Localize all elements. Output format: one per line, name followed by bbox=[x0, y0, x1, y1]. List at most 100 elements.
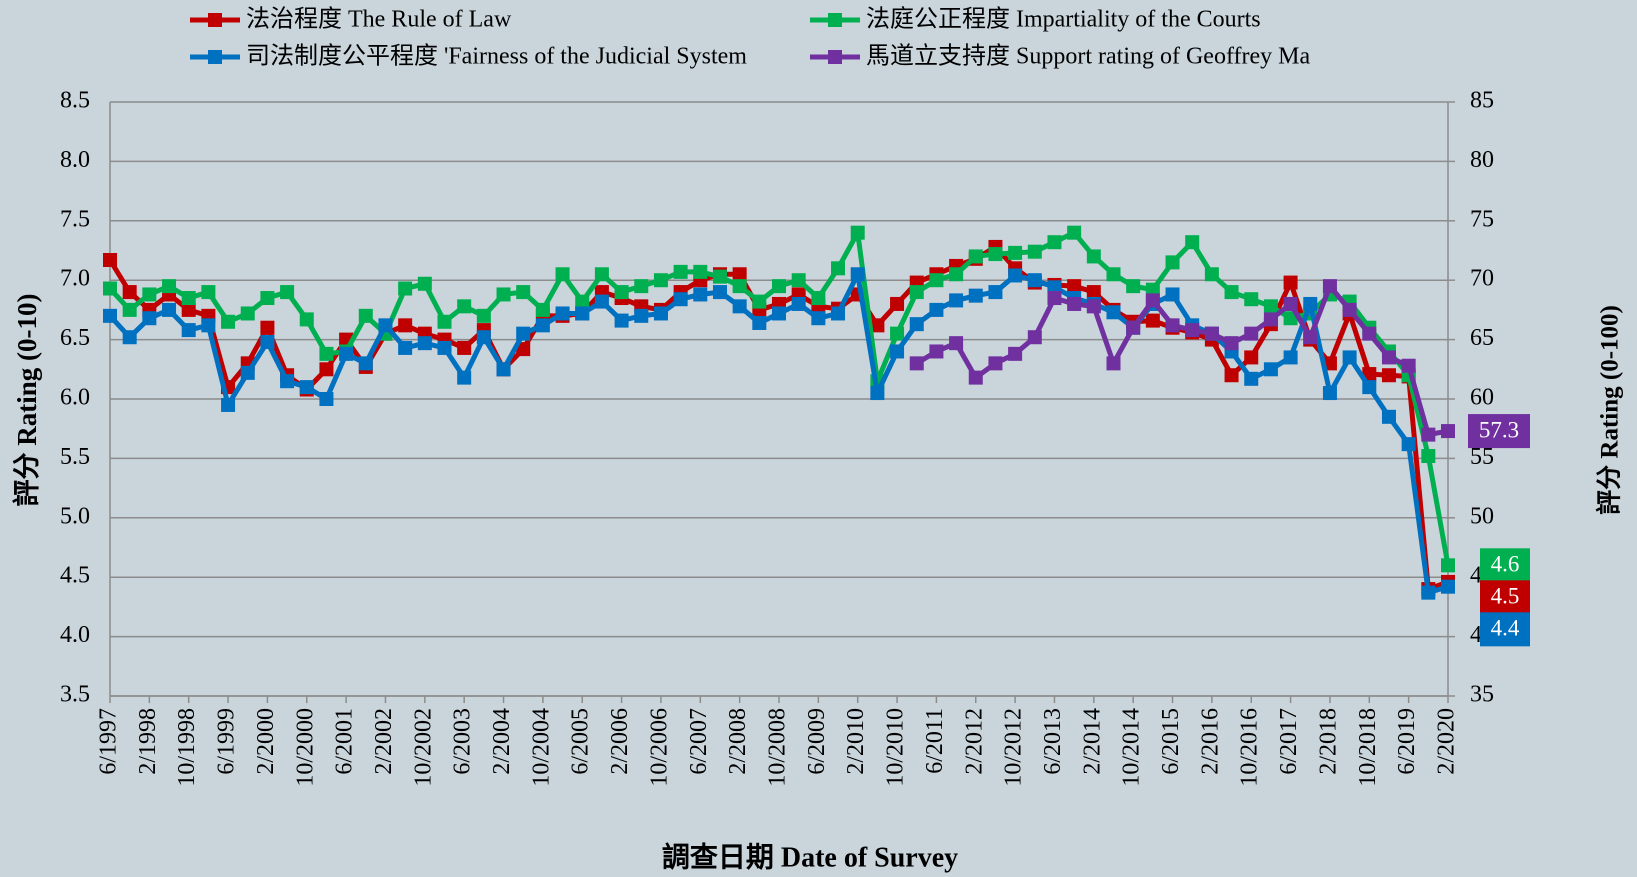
data-point bbox=[850, 267, 865, 282]
data-point bbox=[1263, 362, 1278, 377]
x-tick-label: 6/2001 bbox=[332, 708, 358, 775]
data-point bbox=[457, 340, 472, 355]
x-tick-label: 10/2014 bbox=[1119, 708, 1145, 787]
y-tick-label: 3.5 bbox=[60, 682, 90, 708]
legend-label: 馬道立支持度 Support rating of Geoffrey Ma bbox=[866, 43, 1310, 70]
data-point bbox=[181, 323, 196, 338]
data-point bbox=[496, 287, 511, 302]
data-point bbox=[909, 356, 924, 371]
data-point bbox=[103, 281, 117, 296]
data-point bbox=[1362, 380, 1377, 395]
y2-tick-label: 60 bbox=[1470, 385, 1494, 411]
x-tick-label: 10/2018 bbox=[1355, 708, 1381, 787]
data-point bbox=[1381, 368, 1396, 383]
data-point bbox=[1244, 326, 1259, 341]
data-point bbox=[594, 267, 609, 282]
data-point bbox=[1322, 279, 1337, 294]
data-point bbox=[122, 302, 137, 317]
data-point bbox=[712, 285, 727, 300]
x-tick-label: 6/2005 bbox=[568, 708, 594, 775]
x-tick-label: 6/2013 bbox=[1040, 708, 1066, 775]
data-point bbox=[653, 306, 668, 321]
data-point bbox=[142, 311, 157, 326]
data-point bbox=[732, 267, 747, 282]
data-point bbox=[1027, 330, 1042, 345]
data-point bbox=[732, 279, 747, 294]
data-point bbox=[1362, 326, 1377, 341]
end-label: 4.5 bbox=[1491, 584, 1520, 609]
x-tick-label: 10/2008 bbox=[765, 708, 791, 787]
y2-tick-label: 50 bbox=[1470, 503, 1494, 529]
data-point bbox=[1165, 255, 1180, 270]
data-point bbox=[850, 225, 865, 240]
x-tick-label: 2/2010 bbox=[843, 708, 869, 775]
y-tick-label: 4.0 bbox=[60, 622, 90, 648]
end-label: 4.6 bbox=[1491, 552, 1520, 577]
x-tick-label: 2/2006 bbox=[607, 708, 633, 775]
data-point bbox=[929, 344, 944, 359]
end-label-box bbox=[1480, 612, 1530, 647]
legend-label: 法治程度 The Rule of Law bbox=[246, 6, 512, 33]
data-point bbox=[1086, 285, 1101, 300]
data-point bbox=[555, 267, 570, 282]
x-tick-label: 10/2004 bbox=[528, 708, 554, 787]
y2-tick-label: 75 bbox=[1470, 206, 1494, 232]
data-point bbox=[1067, 296, 1082, 311]
legend-marker bbox=[208, 50, 222, 64]
data-point bbox=[1283, 275, 1298, 290]
data-point bbox=[1244, 350, 1259, 365]
data-point bbox=[614, 285, 629, 300]
data-point bbox=[1342, 350, 1357, 365]
data-point bbox=[260, 291, 275, 306]
data-point bbox=[1421, 585, 1436, 600]
data-point bbox=[162, 279, 177, 294]
data-point bbox=[1283, 350, 1298, 365]
data-point bbox=[516, 342, 531, 357]
data-point bbox=[1165, 287, 1180, 302]
data-point bbox=[1263, 312, 1278, 327]
data-point bbox=[1381, 350, 1396, 365]
x-tick-label: 6/2011 bbox=[922, 708, 948, 774]
y2-tick-label: 85 bbox=[1470, 88, 1494, 114]
data-point bbox=[634, 308, 649, 323]
data-point bbox=[1106, 267, 1121, 282]
data-point bbox=[1185, 323, 1200, 338]
data-point bbox=[614, 313, 629, 328]
x-axis-title: 調查日期 Date of Survey bbox=[662, 840, 958, 873]
data-point bbox=[240, 365, 255, 380]
x-tick-label: 2/1998 bbox=[135, 708, 161, 775]
x-tick-label: 6/2007 bbox=[686, 708, 712, 775]
data-point bbox=[1224, 285, 1239, 300]
x-tick-label: 2/2016 bbox=[1197, 708, 1223, 775]
data-point bbox=[260, 320, 275, 335]
data-point bbox=[1401, 437, 1416, 452]
data-point bbox=[496, 362, 511, 377]
x-tick-label: 2/2018 bbox=[1315, 708, 1341, 775]
data-point bbox=[949, 336, 964, 351]
y-axis-title: 評分 Rating (0-10) bbox=[11, 294, 42, 507]
legend-label: 司法制度公平程度 'Fairness of the Judicial Syste… bbox=[246, 43, 747, 70]
data-point bbox=[1322, 386, 1337, 401]
data-point bbox=[240, 306, 255, 321]
data-point bbox=[732, 299, 747, 314]
data-point bbox=[811, 291, 826, 306]
data-point bbox=[752, 315, 767, 330]
y-tick-label: 8.0 bbox=[60, 147, 90, 173]
x-tick-label: 6/2003 bbox=[450, 708, 476, 775]
data-point bbox=[988, 285, 1003, 300]
data-point bbox=[1441, 424, 1455, 439]
data-point bbox=[772, 306, 786, 321]
data-point bbox=[712, 269, 727, 284]
data-point bbox=[417, 336, 432, 351]
data-point bbox=[968, 249, 983, 264]
data-point bbox=[1441, 558, 1455, 573]
data-point bbox=[791, 296, 806, 311]
data-point bbox=[811, 311, 826, 326]
data-point bbox=[142, 287, 157, 302]
data-point bbox=[1421, 427, 1436, 442]
data-point bbox=[791, 273, 806, 288]
data-point bbox=[221, 397, 236, 412]
y-tick-label: 7.5 bbox=[60, 206, 90, 232]
data-point bbox=[968, 370, 983, 385]
